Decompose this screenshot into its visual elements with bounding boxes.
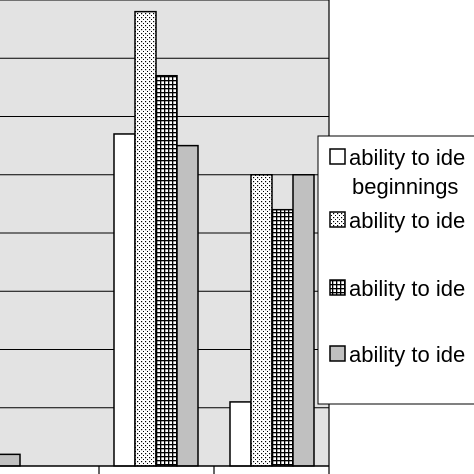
legend-swatch-4 — [329, 345, 346, 362]
x-axis — [0, 465, 330, 474]
bar-series-2-category-3 — [250, 174, 273, 467]
bar-series-3-category-3 — [271, 208, 294, 467]
legend-swatch-2 — [329, 211, 346, 228]
legend-swatch-1 — [329, 148, 346, 165]
legend-label-3-line-1: ability to ide — [349, 276, 465, 301]
legend-label-2-line-1: ability to ide — [349, 208, 465, 233]
legend: ability to ide beginnings ability to ide ab… — [317, 135, 474, 405]
bar-series-2-category-2 — [134, 10, 157, 467]
legend-swatch-3 — [329, 279, 346, 296]
bar-series-1-category-2 — [113, 133, 136, 467]
bar-series-4-category-1 — [0, 453, 21, 467]
bar-series-4-category-3 — [292, 174, 315, 467]
bar-series-3-category-2 — [155, 74, 178, 467]
legend-label-4-line-1: ability to ide — [349, 342, 465, 367]
bar-series-4-category-2 — [176, 144, 199, 467]
bar-series-1-category-3 — [229, 401, 252, 467]
legend-label-1-line-2: beginnings — [352, 174, 458, 199]
legend-label-1-line-1: ability to ide — [349, 145, 465, 170]
